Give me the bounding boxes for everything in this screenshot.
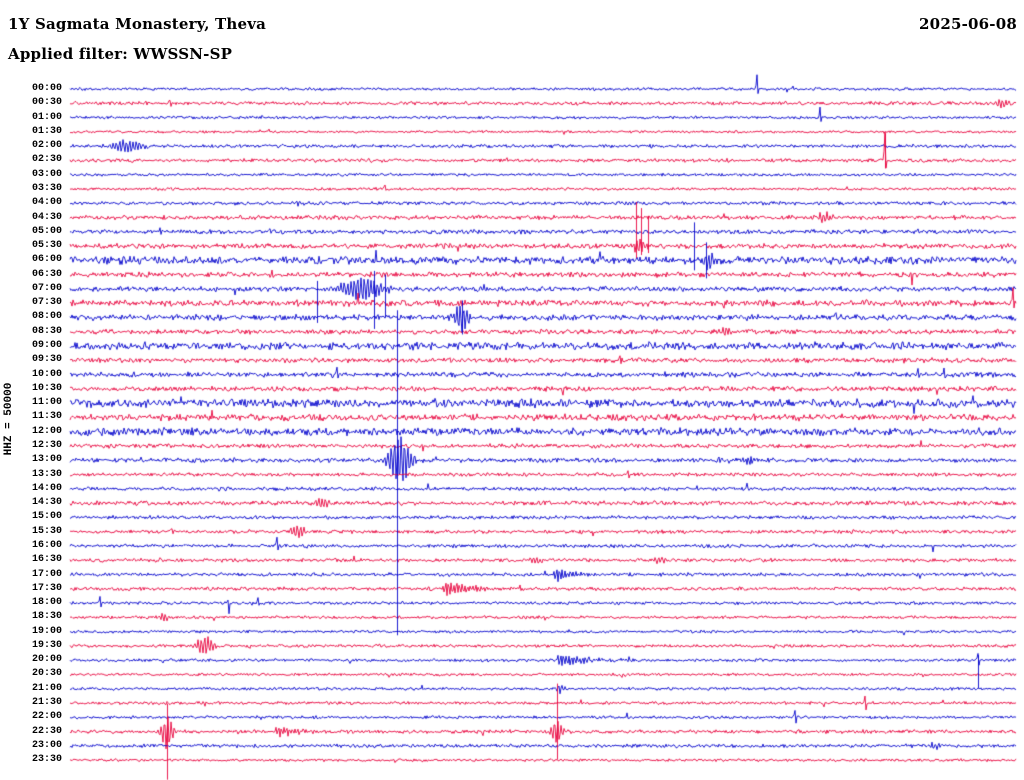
time-label: 10:00 xyxy=(31,368,62,380)
time-label: 20:30 xyxy=(31,668,62,680)
time-label: 00:30 xyxy=(31,97,62,109)
time-label: 06:00 xyxy=(31,254,62,266)
time-label: 07:30 xyxy=(31,297,62,309)
time-label: 05:00 xyxy=(31,225,62,237)
time-label: 02:30 xyxy=(31,154,62,166)
time-label: 11:00 xyxy=(31,397,62,409)
time-label: 17:30 xyxy=(31,582,62,594)
time-label: 04:00 xyxy=(31,197,62,209)
time-label: 04:30 xyxy=(31,211,62,223)
time-label: 23:30 xyxy=(31,754,62,766)
time-label: 03:30 xyxy=(31,182,62,194)
time-label: 09:00 xyxy=(31,340,62,352)
time-label: 13:00 xyxy=(31,454,62,466)
time-label: 12:30 xyxy=(31,440,62,451)
time-label: 08:00 xyxy=(31,311,62,323)
time-label: 07:00 xyxy=(31,282,62,294)
time-label: 16:00 xyxy=(31,539,62,551)
time-label: 22:00 xyxy=(31,711,62,723)
time-label: 08:30 xyxy=(31,325,62,337)
time-label: 15:30 xyxy=(31,525,62,537)
time-label: 09:30 xyxy=(31,354,62,366)
time-label: 18:30 xyxy=(31,611,62,623)
time-label: 14:00 xyxy=(31,482,62,494)
time-label: 18:00 xyxy=(31,597,62,609)
time-label: 17:00 xyxy=(31,568,62,580)
time-label: 12:00 xyxy=(31,425,62,437)
time-label: 06:30 xyxy=(31,268,62,280)
time-label: 22:30 xyxy=(31,725,62,737)
time-label: 10:30 xyxy=(31,382,62,394)
time-label: 05:30 xyxy=(31,240,62,252)
time-label: 21:30 xyxy=(31,697,62,709)
time-label: 14:30 xyxy=(31,497,62,509)
time-label: 16:30 xyxy=(31,554,62,566)
time-label: 00:00 xyxy=(31,83,62,94)
time-label: 02:00 xyxy=(31,140,62,152)
time-label: 03:00 xyxy=(31,168,62,180)
time-label: 15:00 xyxy=(31,511,62,523)
time-label: 21:00 xyxy=(31,682,62,694)
time-label: 23:00 xyxy=(31,739,62,751)
time-label: 19:30 xyxy=(31,639,62,651)
time-label: 20:00 xyxy=(31,654,62,666)
time-label: 11:30 xyxy=(31,411,62,423)
time-label: 19:00 xyxy=(31,625,62,637)
time-label: 01:30 xyxy=(31,125,62,137)
time-label: 01:00 xyxy=(31,111,62,123)
time-label: 13:30 xyxy=(31,468,62,480)
